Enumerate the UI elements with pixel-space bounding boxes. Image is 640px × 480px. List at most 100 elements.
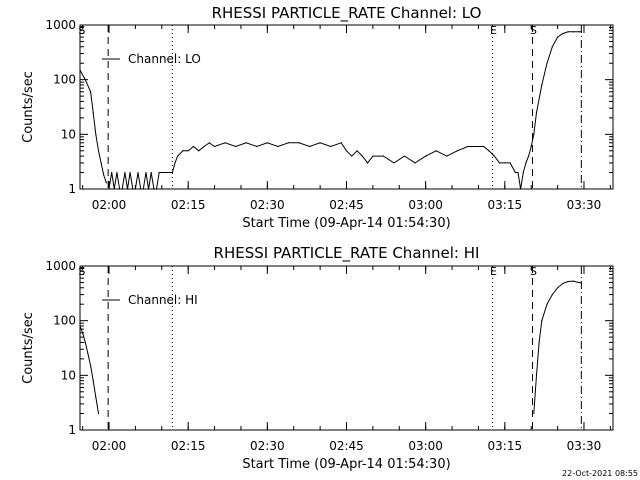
x-tick-label: 03:00 [408, 439, 443, 453]
data-point [187, 150, 189, 152]
data-point [198, 150, 200, 152]
data-point [517, 171, 519, 174]
data-point [530, 145, 532, 148]
data-point [177, 155, 179, 157]
data-point [111, 171, 113, 174]
data-point [525, 162, 527, 164]
data-point [319, 142, 321, 144]
data-point [182, 150, 184, 152]
event-marker-label: S [78, 265, 85, 278]
data-point [224, 142, 226, 144]
data-point [541, 320, 543, 322]
data-point [124, 171, 126, 174]
data-point [498, 162, 501, 164]
data-point [425, 155, 427, 157]
data-point [446, 155, 448, 157]
data-point [171, 171, 173, 174]
data-point [527, 155, 530, 157]
data-point [330, 145, 332, 148]
data-point [95, 133, 97, 135]
data-point [456, 150, 458, 152]
data-point [166, 171, 168, 174]
data-point [161, 171, 163, 174]
data-point [84, 341, 86, 344]
y-tick-label: 1000 [45, 259, 76, 273]
data-point [213, 145, 216, 148]
x-tick-label: 03:15 [488, 198, 523, 212]
data-point [95, 396, 97, 398]
data-point [522, 171, 524, 174]
x-tick-label: 02:45 [329, 439, 364, 453]
data-point [116, 171, 118, 174]
series-line [79, 280, 582, 414]
data-point [256, 145, 258, 148]
x-axis-label: Start Time (09-Apr-14 01:54:30) [242, 457, 450, 472]
data-point [562, 32, 564, 35]
x-tick-label: 03:15 [488, 439, 523, 453]
data-point [137, 171, 139, 174]
x-tick-label: 02:30 [250, 198, 285, 212]
legend-label: Channel: LO [128, 52, 201, 66]
data-point [533, 133, 535, 135]
x-tick-label: 02:15 [171, 198, 206, 212]
x-tick-label: 02:15 [171, 439, 206, 453]
data-point [520, 188, 522, 190]
x-tick-label: 02:00 [92, 439, 127, 453]
data-point [235, 145, 237, 148]
chart-panel-1: RHESSI PARTICLE_RATE Channel: HI 1 10 100 10… [21, 244, 614, 472]
data-point [578, 281, 580, 284]
data-point [403, 155, 406, 157]
event-marker-label: S [530, 24, 537, 37]
data-point [153, 188, 155, 190]
y-tick-label: 1 [68, 182, 76, 196]
data-point [578, 31, 580, 33]
data-point [113, 188, 115, 190]
data-point [132, 188, 134, 190]
data-point [538, 341, 540, 344]
data-point [393, 162, 395, 164]
data-point [208, 142, 210, 144]
data-point [174, 162, 176, 164]
x-tick-label: 02:30 [250, 439, 285, 453]
data-point [140, 188, 142, 190]
data-point [345, 150, 348, 152]
data-point [546, 62, 548, 64]
data-point [79, 69, 81, 71]
chart-panel-0: RHESSI PARTICLE_RATE Channel: LO 1 10 100 10… [21, 4, 614, 231]
data-point [142, 188, 144, 190]
data-point [134, 188, 137, 190]
data-point [340, 142, 342, 144]
data-point [435, 150, 437, 152]
data-point [82, 332, 84, 334]
data-point [533, 412, 535, 415]
data-point [148, 188, 150, 190]
y-tick-label: 1 [68, 423, 76, 437]
data-point [129, 171, 131, 174]
data-point [356, 150, 358, 152]
data-point [477, 145, 480, 148]
data-point [535, 374, 538, 376]
y-axis-label: Counts/sec [21, 312, 36, 384]
data-point [382, 155, 385, 157]
x-tick-label: 02:00 [92, 198, 127, 212]
data-point [488, 150, 490, 152]
data-point [118, 188, 121, 190]
data-point [551, 46, 553, 48]
data-point [158, 171, 160, 174]
data-point [105, 182, 107, 184]
data-point [572, 31, 575, 33]
event-marker-label: S [78, 24, 85, 37]
data-point [89, 365, 92, 367]
data-point [414, 162, 416, 164]
data-point [580, 31, 582, 33]
data-point [97, 412, 100, 415]
data-point [145, 171, 147, 174]
data-point [509, 162, 511, 164]
data-point [266, 142, 268, 144]
data-point [514, 171, 516, 174]
data-point [580, 282, 582, 284]
y-tick-label: 100 [53, 73, 76, 87]
y-tick-label: 1000 [45, 18, 76, 32]
data-point [367, 162, 369, 164]
data-point [126, 188, 129, 190]
